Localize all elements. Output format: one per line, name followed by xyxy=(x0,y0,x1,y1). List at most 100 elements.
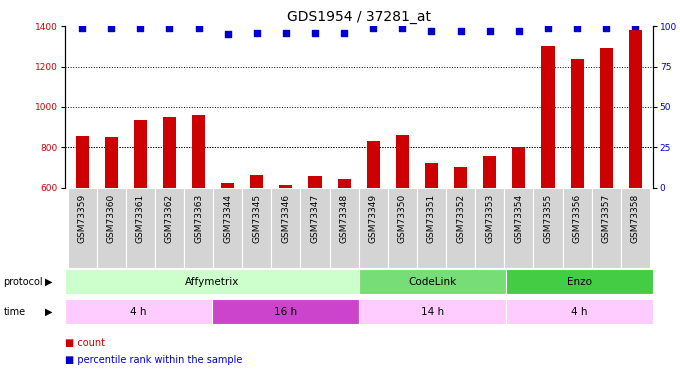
Bar xyxy=(629,30,642,188)
Text: GSM73361: GSM73361 xyxy=(136,194,145,243)
Bar xyxy=(309,176,322,188)
Text: GSM73360: GSM73360 xyxy=(107,194,116,243)
Bar xyxy=(506,299,653,324)
Point xyxy=(222,32,233,38)
Point xyxy=(455,28,466,34)
Point xyxy=(77,25,88,31)
Point xyxy=(339,30,350,36)
Bar xyxy=(505,188,533,268)
Bar xyxy=(213,188,242,268)
Point xyxy=(280,30,291,36)
Bar xyxy=(330,188,358,268)
Bar xyxy=(425,164,438,188)
Bar xyxy=(279,186,292,188)
Text: GSM73352: GSM73352 xyxy=(456,194,465,243)
Point xyxy=(426,28,437,34)
Bar xyxy=(97,188,126,268)
Point xyxy=(368,25,379,31)
Text: Affymetrix: Affymetrix xyxy=(184,277,239,286)
Text: GSM73363: GSM73363 xyxy=(194,194,203,243)
Text: 14 h: 14 h xyxy=(421,307,444,316)
Bar xyxy=(75,136,88,188)
Point xyxy=(252,30,262,36)
Bar xyxy=(483,156,496,188)
Text: GSM73359: GSM73359 xyxy=(78,194,86,243)
Bar xyxy=(621,188,650,268)
Point xyxy=(164,25,175,31)
Text: 16 h: 16 h xyxy=(273,307,296,316)
Bar xyxy=(250,176,263,188)
Bar xyxy=(301,188,330,268)
Text: GSM73355: GSM73355 xyxy=(543,194,552,243)
Bar xyxy=(126,188,155,268)
Text: GSM73347: GSM73347 xyxy=(311,194,320,243)
Text: GSM73344: GSM73344 xyxy=(223,194,232,243)
Bar xyxy=(396,135,409,188)
Text: ■ percentile rank within the sample: ■ percentile rank within the sample xyxy=(65,355,242,365)
Bar xyxy=(562,188,592,268)
Bar xyxy=(155,188,184,268)
Point xyxy=(543,25,554,31)
Text: Enzo: Enzo xyxy=(566,277,592,286)
Point xyxy=(572,25,583,31)
Bar xyxy=(67,188,97,268)
Text: GSM73362: GSM73362 xyxy=(165,194,174,243)
Text: 4 h: 4 h xyxy=(571,307,588,316)
Point xyxy=(106,25,117,31)
Bar xyxy=(506,269,653,294)
Text: ▶: ▶ xyxy=(45,307,53,316)
Bar xyxy=(600,48,613,188)
Bar xyxy=(242,188,271,268)
Point xyxy=(513,28,524,34)
Bar xyxy=(592,188,621,268)
Bar xyxy=(358,269,506,294)
Bar xyxy=(358,299,506,324)
Bar xyxy=(65,299,211,324)
Text: GSM73349: GSM73349 xyxy=(369,194,378,243)
Bar xyxy=(475,188,505,268)
Bar xyxy=(221,183,234,188)
Text: GSM73353: GSM73353 xyxy=(486,194,494,243)
Point xyxy=(397,25,408,31)
Bar xyxy=(571,58,583,188)
Bar xyxy=(388,188,417,268)
Bar xyxy=(358,188,388,268)
Bar xyxy=(271,188,301,268)
Text: ▶: ▶ xyxy=(45,277,53,286)
Bar xyxy=(184,188,213,268)
Text: ■ count: ■ count xyxy=(65,338,105,348)
Bar xyxy=(105,137,118,188)
Point xyxy=(193,25,204,31)
Bar xyxy=(192,115,205,188)
Bar xyxy=(367,141,380,188)
Text: GSM73348: GSM73348 xyxy=(339,194,349,243)
Title: GDS1954 / 37281_at: GDS1954 / 37281_at xyxy=(287,10,430,24)
Text: GSM73351: GSM73351 xyxy=(427,194,436,243)
Point xyxy=(630,23,641,29)
Point xyxy=(600,25,611,31)
Text: GSM73346: GSM73346 xyxy=(282,194,290,243)
Point xyxy=(309,30,320,36)
Text: CodeLink: CodeLink xyxy=(408,277,456,286)
Text: GSM73358: GSM73358 xyxy=(631,194,640,243)
Point xyxy=(484,28,495,34)
Bar xyxy=(512,147,526,188)
Text: protocol: protocol xyxy=(3,277,43,286)
Text: 4 h: 4 h xyxy=(130,307,146,316)
Bar xyxy=(533,188,562,268)
Point xyxy=(135,25,146,31)
Bar xyxy=(211,299,358,324)
Bar xyxy=(65,269,358,294)
Text: GSM73354: GSM73354 xyxy=(514,194,524,243)
Bar xyxy=(454,167,467,188)
Bar xyxy=(417,188,446,268)
Bar xyxy=(541,46,554,188)
Text: GSM73357: GSM73357 xyxy=(602,194,611,243)
Bar xyxy=(446,188,475,268)
Bar xyxy=(163,117,176,188)
Text: GSM73356: GSM73356 xyxy=(573,194,581,243)
Text: GSM73350: GSM73350 xyxy=(398,194,407,243)
Bar xyxy=(134,120,147,188)
Text: time: time xyxy=(3,307,26,316)
Text: GSM73345: GSM73345 xyxy=(252,194,261,243)
